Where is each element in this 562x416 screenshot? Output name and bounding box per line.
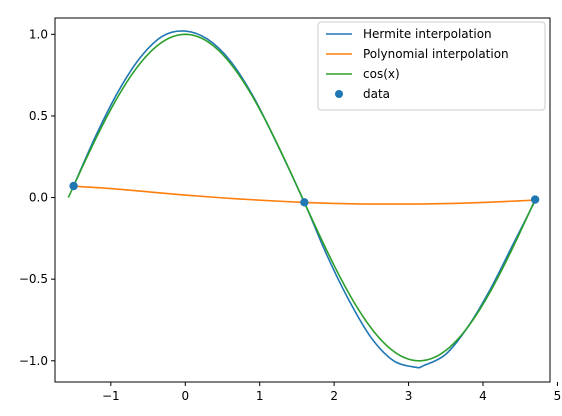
x-tick-label: 0 bbox=[181, 389, 189, 403]
legend-label: Hermite interpolation bbox=[363, 27, 492, 41]
x-tick-label: −1 bbox=[102, 389, 120, 403]
legend-label: cos(x) bbox=[363, 67, 400, 81]
legend: Hermite interpolation Polynomial interpol… bbox=[317, 21, 546, 111]
data-point bbox=[530, 195, 540, 204]
y-tick-label: 0.5 bbox=[29, 109, 48, 123]
x-tick-label: 4 bbox=[479, 389, 487, 403]
x-tick-label: 1 bbox=[256, 389, 264, 403]
data-point bbox=[300, 198, 309, 207]
y-tick-label: 0.0 bbox=[29, 191, 48, 205]
x-tick-label: 2 bbox=[330, 389, 338, 403]
x-tick-label: 3 bbox=[405, 389, 413, 403]
x-tick-label: 5 bbox=[554, 389, 562, 403]
series-line-polynomial bbox=[73, 185, 536, 205]
y-tick-label: 1.0 bbox=[29, 27, 48, 41]
plot-frame bbox=[54, 17, 551, 383]
y-tick-label: −1.0 bbox=[19, 354, 48, 368]
legend-box bbox=[317, 21, 546, 111]
y-axis: −1.0 −0.5 0.0 0.5 1.0 bbox=[19, 27, 55, 368]
x-axis: −1 0 1 2 3 4 5 bbox=[102, 382, 561, 403]
legend-label: data bbox=[363, 87, 390, 101]
y-tick-label: −0.5 bbox=[19, 272, 48, 286]
plot-lines bbox=[67, 30, 540, 369]
data-point bbox=[69, 181, 78, 191]
series-line-cos bbox=[67, 33, 537, 362]
legend-marker bbox=[335, 90, 343, 98]
legend-label: Polynomial interpolation bbox=[363, 47, 509, 61]
